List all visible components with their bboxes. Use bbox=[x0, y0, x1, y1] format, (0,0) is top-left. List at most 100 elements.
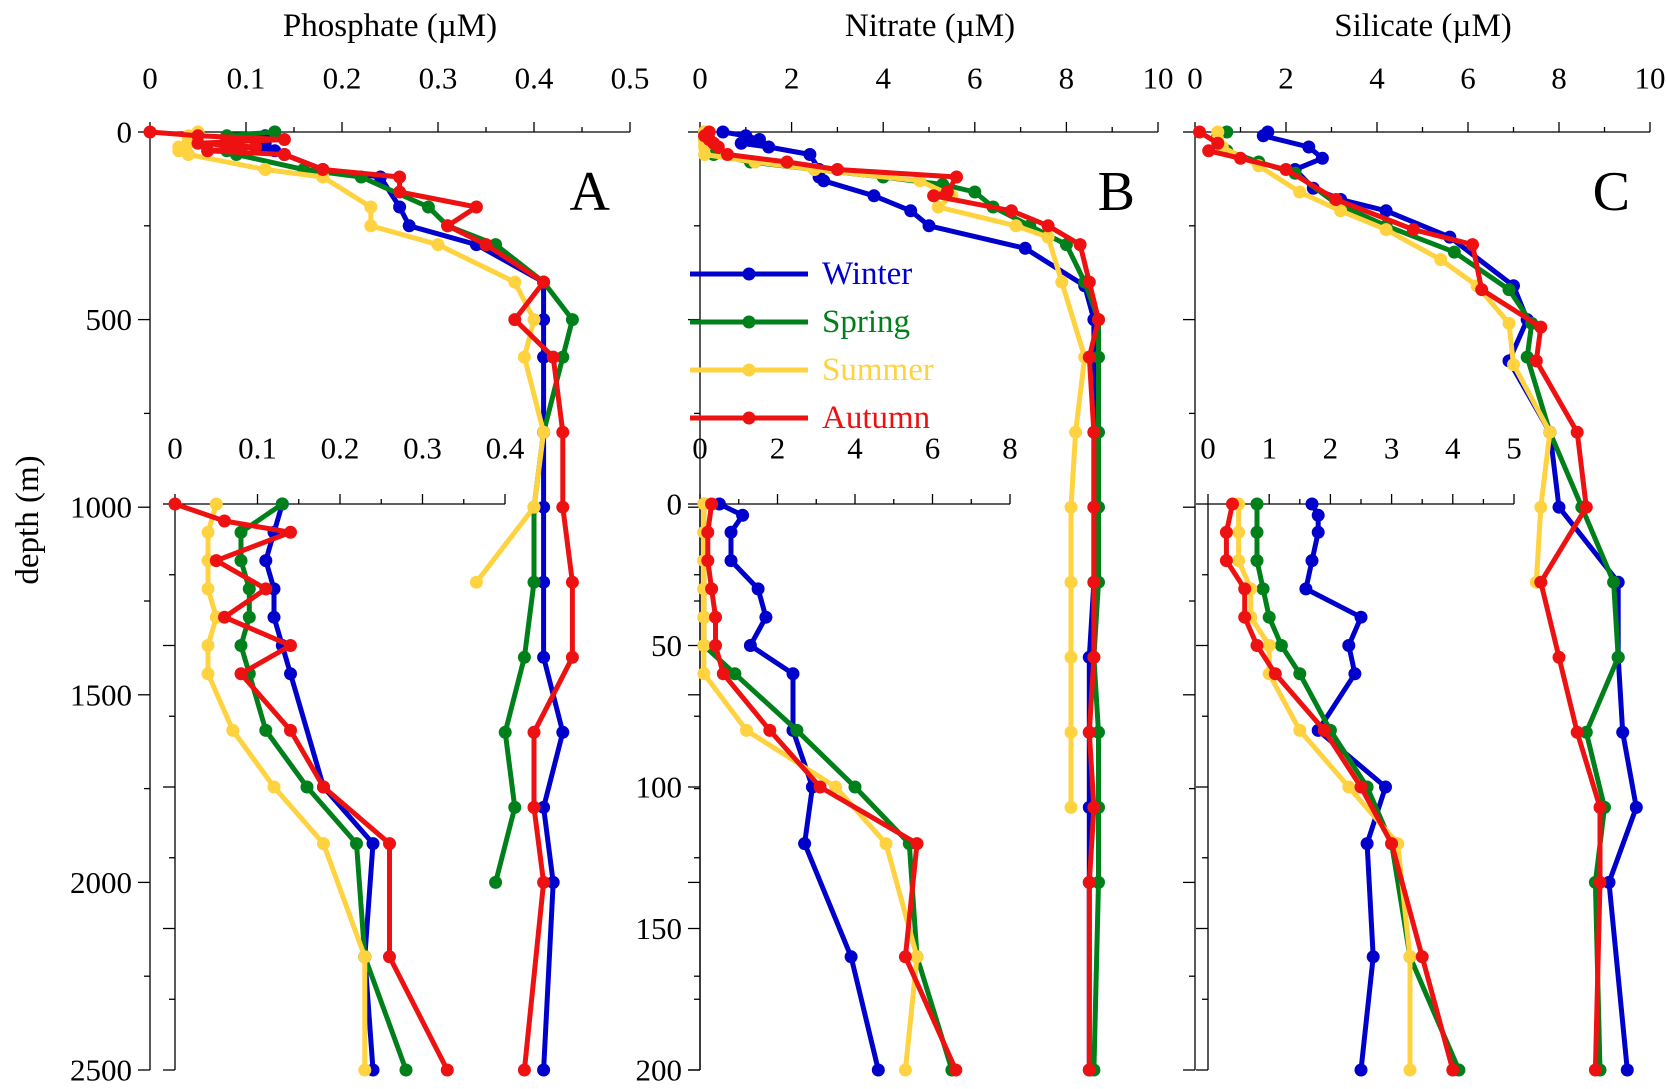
inset-series-winter bbox=[1299, 497, 1392, 1077]
data-point bbox=[780, 155, 794, 169]
data-point bbox=[546, 350, 560, 364]
data-point bbox=[753, 133, 766, 146]
data-point bbox=[1593, 875, 1607, 889]
x-tick-label: 0.3 bbox=[419, 61, 458, 96]
inset-data-point bbox=[879, 837, 893, 851]
legend-entry-autumn: Autumn bbox=[690, 400, 930, 436]
data-point bbox=[1082, 350, 1096, 364]
data-point bbox=[1082, 1063, 1096, 1077]
panel-letter: C bbox=[1593, 161, 1630, 223]
inset-data-point bbox=[1403, 950, 1417, 964]
x-tick-label: 0.1 bbox=[227, 61, 266, 96]
data-point bbox=[1064, 650, 1078, 664]
inset-series-spring bbox=[234, 497, 413, 1077]
data-point bbox=[527, 800, 541, 814]
data-point bbox=[517, 650, 531, 664]
data-point bbox=[1087, 800, 1101, 814]
inset-data-point bbox=[1311, 508, 1325, 522]
data-point bbox=[803, 148, 817, 161]
inset-a: 0 0.1 0.2 0.3 0.4 bbox=[163, 431, 525, 1077]
data-point bbox=[393, 170, 407, 184]
x-tick-label: 2 bbox=[784, 61, 800, 96]
inset-x-tick-label: 0 bbox=[167, 431, 183, 466]
data-point bbox=[277, 133, 291, 146]
data-point bbox=[940, 185, 954, 199]
inset-data-point bbox=[1219, 554, 1233, 568]
data-point bbox=[1202, 144, 1216, 158]
inset-data-point bbox=[168, 497, 182, 511]
inset-data-point bbox=[383, 837, 396, 851]
data-point bbox=[537, 875, 551, 889]
data-point bbox=[546, 875, 560, 889]
data-point bbox=[565, 650, 579, 664]
data-point bbox=[431, 238, 445, 252]
inset-data-point bbox=[697, 610, 711, 624]
data-point bbox=[537, 650, 551, 664]
inset-data-point bbox=[1415, 950, 1429, 964]
inset-series-line bbox=[205, 503, 368, 1070]
x-tick-label: 4 bbox=[1369, 61, 1385, 96]
data-point bbox=[968, 185, 982, 199]
inset-x-tick-label: 0.1 bbox=[238, 431, 277, 466]
data-point bbox=[1334, 204, 1348, 218]
data-point bbox=[393, 185, 407, 199]
inset-data-point bbox=[716, 667, 730, 681]
legend-label: Autumn bbox=[822, 400, 930, 436]
x-tick-label: 4 bbox=[875, 61, 891, 96]
data-point bbox=[1379, 223, 1393, 237]
inset-data-point bbox=[201, 639, 215, 652]
data-point bbox=[1534, 575, 1548, 589]
inset-data-point bbox=[209, 554, 223, 568]
inset-data-point bbox=[697, 667, 711, 681]
data-point bbox=[762, 140, 776, 154]
x-tick-label: 0 bbox=[1187, 61, 1203, 96]
data-point bbox=[258, 163, 272, 176]
inset-data-point bbox=[871, 1063, 885, 1077]
inset-x-tick-label: 0.3 bbox=[403, 431, 442, 466]
inset-data-point bbox=[440, 1063, 454, 1077]
data-point bbox=[556, 500, 570, 514]
inset-series-winter bbox=[712, 497, 885, 1077]
data-point bbox=[537, 800, 551, 814]
data-point bbox=[249, 140, 263, 154]
inset-data-point bbox=[1299, 582, 1313, 596]
inset-data-point bbox=[1305, 497, 1319, 511]
series-line bbox=[1260, 130, 1639, 1071]
inset-data-point bbox=[1293, 667, 1307, 681]
inset-data-point bbox=[728, 667, 742, 681]
inset-data-point bbox=[743, 639, 757, 652]
inset-data-point bbox=[366, 837, 380, 851]
x-tick-label: 0 bbox=[142, 61, 158, 96]
data-point bbox=[1087, 500, 1101, 514]
series-line bbox=[176, 129, 547, 584]
data-point bbox=[191, 136, 205, 150]
x-tick-label: 2 bbox=[1278, 61, 1294, 96]
data-point bbox=[508, 800, 522, 814]
inset-data-point bbox=[209, 497, 223, 511]
x-tick-label: 10 bbox=[1143, 61, 1174, 96]
data-point bbox=[711, 140, 725, 154]
data-point bbox=[1293, 185, 1307, 199]
data-point bbox=[393, 200, 407, 214]
inset-data-point bbox=[829, 780, 843, 794]
data-point bbox=[1009, 219, 1023, 233]
inset-y-tick-label: 150 bbox=[636, 911, 683, 946]
inset-y-tick-label: 200 bbox=[636, 1053, 683, 1088]
data-point bbox=[527, 313, 541, 327]
legend-swatch-marker bbox=[742, 315, 756, 329]
legend-label: Summer bbox=[822, 352, 934, 388]
inset-data-point bbox=[1274, 639, 1288, 652]
data-point bbox=[1092, 875, 1105, 889]
data-point bbox=[1620, 1063, 1634, 1077]
data-point bbox=[817, 174, 831, 188]
data-point bbox=[913, 174, 927, 188]
data-point bbox=[1082, 275, 1096, 289]
data-point bbox=[1234, 151, 1247, 165]
y-axis-title: depth (m) bbox=[10, 455, 46, 584]
inset-data-point bbox=[701, 525, 715, 539]
data-point bbox=[556, 425, 570, 439]
series-line bbox=[1215, 129, 1621, 1071]
data-point bbox=[1041, 219, 1055, 233]
inset-data-point bbox=[383, 950, 396, 964]
